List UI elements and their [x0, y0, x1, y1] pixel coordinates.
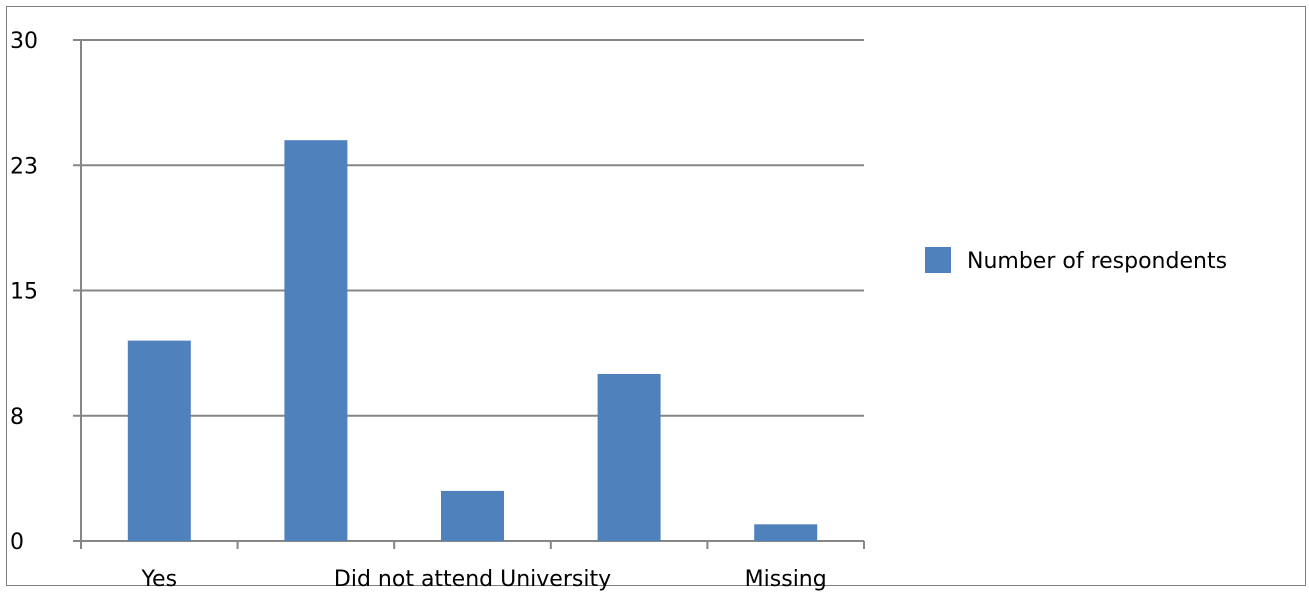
- bar: [754, 524, 818, 541]
- gridlines: [81, 39, 864, 417]
- bar: [441, 490, 504, 541]
- legend-swatch: [925, 247, 951, 273]
- legend: Number of respondents: [925, 247, 1227, 274]
- bar: [127, 340, 191, 541]
- y-tick-label: 15: [10, 280, 38, 305]
- axes: [73, 39, 865, 549]
- x-tick-labels: Yes Did not attend University Missing: [141, 567, 827, 592]
- chart-frame: [6, 6, 1306, 586]
- bar: [284, 140, 348, 541]
- y-tick-label: 0: [10, 530, 24, 555]
- legend-label: Number of respondents: [967, 249, 1227, 274]
- x-tick-label: Did not attend University: [334, 567, 611, 592]
- y-tick-label: 23: [10, 154, 38, 179]
- x-tick-label: Missing: [745, 567, 827, 592]
- y-tick-labels: 0 8 15 23 30: [10, 29, 38, 555]
- x-tick-label: Yes: [141, 567, 178, 592]
- bars: [127, 140, 818, 541]
- y-tick-label: 30: [10, 29, 38, 54]
- y-tick-label: 8: [10, 405, 24, 430]
- bar: [597, 374, 661, 541]
